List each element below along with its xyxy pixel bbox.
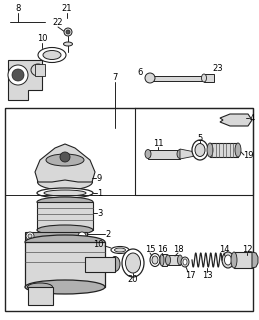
Text: 23: 23 xyxy=(213,63,223,73)
Ellipse shape xyxy=(235,143,241,157)
Ellipse shape xyxy=(202,74,206,82)
Ellipse shape xyxy=(152,256,158,264)
Polygon shape xyxy=(180,149,195,159)
Text: 22: 22 xyxy=(53,18,63,27)
Circle shape xyxy=(8,65,28,85)
Bar xyxy=(234,252,252,268)
Text: 11: 11 xyxy=(153,139,163,148)
Bar xyxy=(28,287,53,305)
Ellipse shape xyxy=(38,47,66,62)
Ellipse shape xyxy=(25,235,105,249)
Circle shape xyxy=(78,232,86,240)
Text: 3: 3 xyxy=(97,209,103,218)
Circle shape xyxy=(12,69,24,81)
Text: 8: 8 xyxy=(15,4,21,12)
Polygon shape xyxy=(252,252,258,268)
Circle shape xyxy=(26,232,34,240)
Circle shape xyxy=(28,234,32,238)
Text: 6: 6 xyxy=(137,68,143,76)
Ellipse shape xyxy=(225,255,232,265)
Ellipse shape xyxy=(145,149,151,158)
Ellipse shape xyxy=(114,248,126,252)
Ellipse shape xyxy=(44,190,86,196)
Text: 9: 9 xyxy=(96,173,102,182)
Text: 19: 19 xyxy=(243,150,253,159)
Ellipse shape xyxy=(63,42,73,46)
Text: 21: 21 xyxy=(62,4,72,12)
Text: 14: 14 xyxy=(219,244,229,253)
Ellipse shape xyxy=(43,51,61,60)
Text: 10: 10 xyxy=(93,239,103,249)
Text: 15: 15 xyxy=(145,244,155,253)
Bar xyxy=(25,232,87,240)
Ellipse shape xyxy=(150,253,160,267)
Text: 1: 1 xyxy=(97,188,103,197)
Ellipse shape xyxy=(231,252,237,268)
Text: 5: 5 xyxy=(197,133,203,142)
Ellipse shape xyxy=(31,64,45,76)
Text: 18: 18 xyxy=(173,244,183,253)
Ellipse shape xyxy=(181,257,189,267)
Ellipse shape xyxy=(177,255,183,265)
Polygon shape xyxy=(35,144,95,182)
Ellipse shape xyxy=(110,257,120,271)
Ellipse shape xyxy=(37,225,93,235)
Ellipse shape xyxy=(183,259,187,265)
Ellipse shape xyxy=(166,255,170,265)
Bar xyxy=(37,202,93,230)
Bar xyxy=(85,257,115,272)
Bar xyxy=(5,108,253,311)
Text: 17: 17 xyxy=(185,270,195,279)
Text: 20: 20 xyxy=(128,275,138,284)
Bar xyxy=(148,150,180,159)
Ellipse shape xyxy=(111,246,129,253)
Bar xyxy=(150,76,205,81)
Polygon shape xyxy=(8,60,42,100)
Circle shape xyxy=(60,152,70,162)
Polygon shape xyxy=(220,114,252,126)
Text: 12: 12 xyxy=(242,244,252,253)
Ellipse shape xyxy=(25,280,105,294)
Bar xyxy=(162,254,167,266)
Bar xyxy=(25,242,105,287)
Text: 13: 13 xyxy=(202,270,212,279)
Ellipse shape xyxy=(38,174,92,190)
Ellipse shape xyxy=(192,140,208,160)
Bar xyxy=(35,64,45,76)
Ellipse shape xyxy=(27,283,53,291)
Text: 16: 16 xyxy=(157,244,167,253)
Ellipse shape xyxy=(122,249,144,277)
Ellipse shape xyxy=(177,149,183,158)
Ellipse shape xyxy=(160,254,164,266)
Ellipse shape xyxy=(46,154,84,166)
Circle shape xyxy=(145,73,155,83)
Ellipse shape xyxy=(222,252,234,268)
Bar xyxy=(168,255,180,265)
Text: 7: 7 xyxy=(112,73,118,82)
Bar xyxy=(204,74,214,82)
Ellipse shape xyxy=(37,188,93,198)
Text: 10: 10 xyxy=(37,34,47,43)
Ellipse shape xyxy=(195,143,205,156)
Circle shape xyxy=(64,28,72,36)
Bar xyxy=(210,143,238,157)
Text: 4: 4 xyxy=(249,114,255,123)
Ellipse shape xyxy=(37,197,93,207)
Text: 2: 2 xyxy=(105,229,111,238)
Ellipse shape xyxy=(207,143,213,157)
Circle shape xyxy=(66,30,70,34)
Ellipse shape xyxy=(126,253,140,273)
